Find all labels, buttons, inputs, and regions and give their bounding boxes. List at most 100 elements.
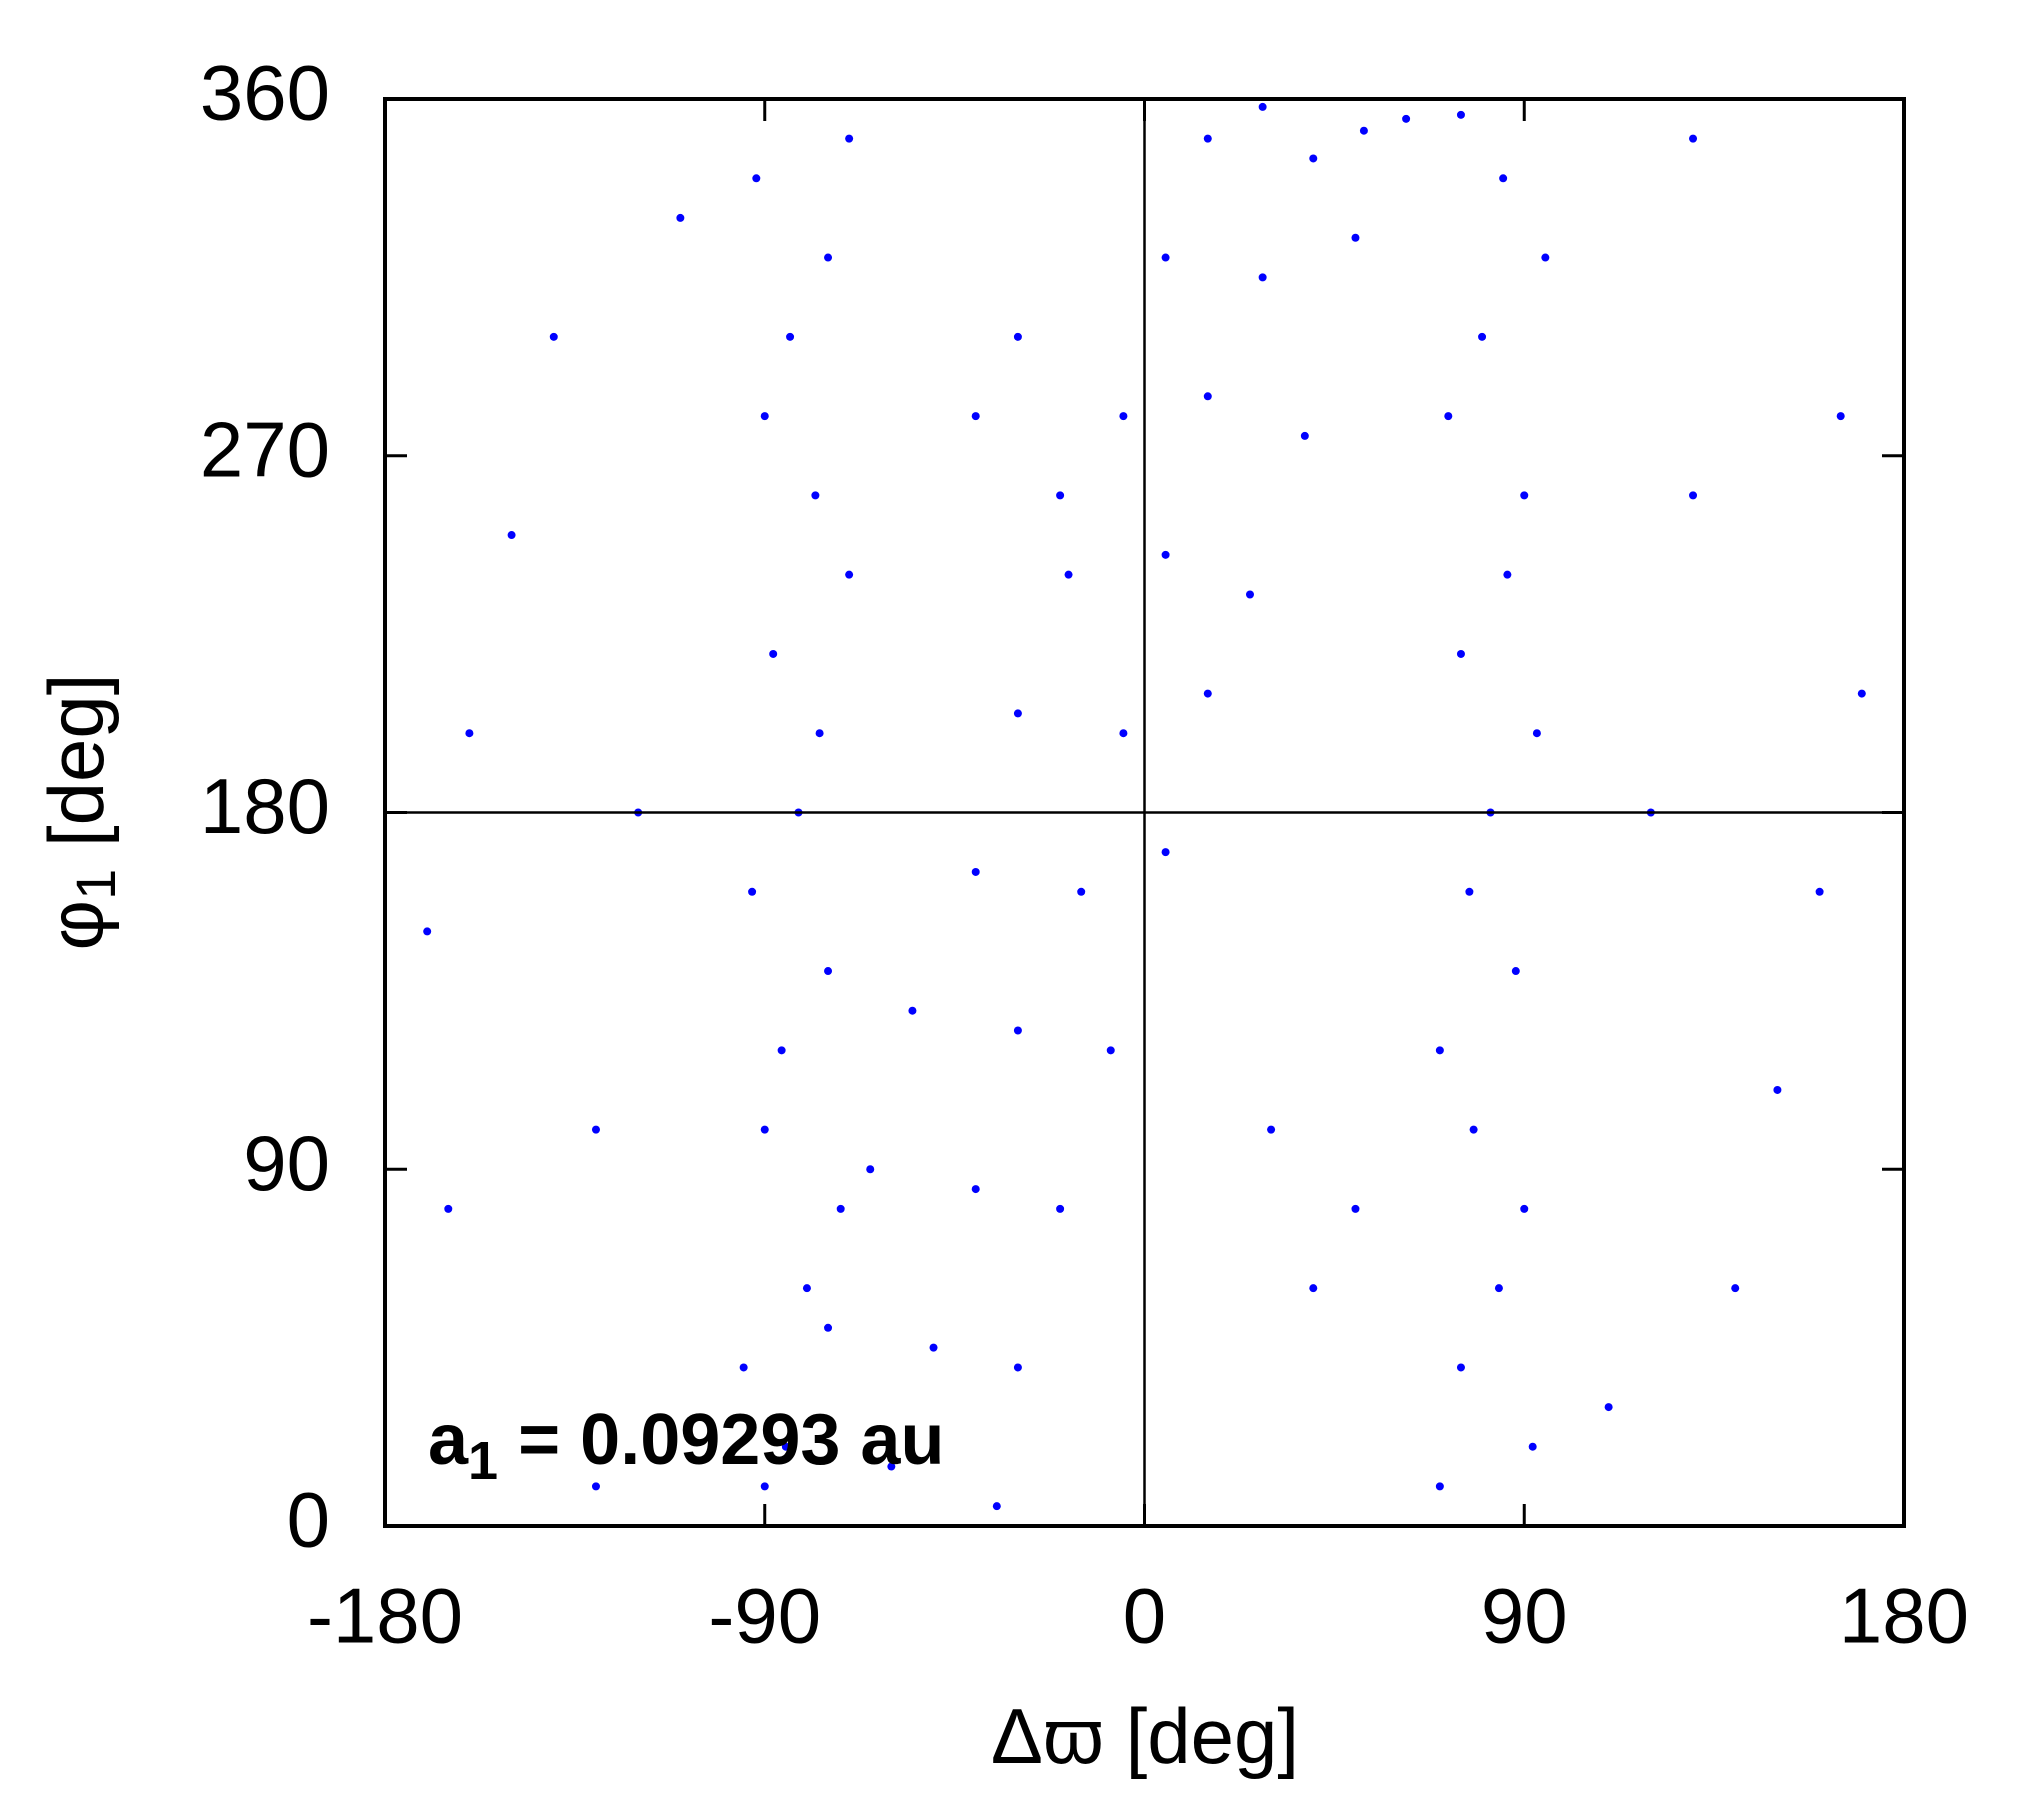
y-tick-label: 90 [243, 1119, 330, 1207]
point [769, 649, 778, 658]
point [1119, 412, 1128, 421]
point [423, 927, 432, 936]
y-tick-label: 0 [287, 1476, 330, 1564]
point [752, 174, 761, 183]
point [760, 1482, 769, 1491]
y-tick-label: 270 [200, 405, 330, 493]
point [1013, 1026, 1022, 1035]
point [971, 867, 980, 876]
point [1119, 729, 1128, 738]
point [824, 967, 833, 976]
point [1528, 1442, 1537, 1451]
x-label-unit: [deg] [1104, 1692, 1299, 1780]
point [845, 134, 854, 143]
point [1013, 1363, 1022, 1372]
point [1456, 649, 1465, 658]
point [1731, 1284, 1740, 1293]
annotation-symbol: a [428, 1400, 469, 1480]
y-label-unit: [deg] [32, 674, 120, 869]
point [1077, 887, 1086, 896]
point [811, 491, 820, 500]
point [845, 570, 854, 579]
y-tick-label: 360 [200, 49, 330, 137]
point [1258, 102, 1267, 111]
point [1456, 1363, 1465, 1372]
point [1456, 110, 1465, 119]
point [591, 1482, 600, 1491]
x-tick-label: 90 [1481, 1572, 1568, 1660]
point [777, 1046, 786, 1055]
point [1532, 729, 1541, 738]
point [1351, 233, 1360, 242]
point [1465, 887, 1474, 896]
point [1013, 332, 1022, 341]
point [1056, 491, 1065, 500]
point [1435, 1482, 1444, 1491]
x-tick-label: 180 [1839, 1572, 1969, 1660]
point [1203, 689, 1212, 698]
point [1106, 1046, 1115, 1055]
point [1469, 1125, 1478, 1134]
point [824, 253, 833, 262]
point [1541, 253, 1550, 262]
point [1013, 709, 1022, 718]
point [1815, 887, 1824, 896]
x-tick-label: 0 [1123, 1572, 1166, 1660]
point [1478, 332, 1487, 341]
point [760, 1125, 769, 1134]
point [1064, 570, 1073, 579]
point [1056, 1204, 1065, 1213]
point [1503, 570, 1512, 579]
point [1773, 1085, 1782, 1094]
point [1444, 412, 1453, 421]
point [591, 1125, 600, 1134]
annotation-sub: 1 [468, 1431, 498, 1491]
y-label-symbol: φ [32, 900, 120, 951]
point [992, 1502, 1001, 1511]
point [1161, 848, 1170, 857]
annotation-value: = 0.09293 au [498, 1400, 944, 1480]
point [1267, 1125, 1276, 1134]
point [760, 412, 769, 421]
point [1520, 491, 1529, 500]
point [1309, 154, 1318, 163]
point [866, 1165, 875, 1174]
point [507, 531, 516, 540]
x-tick-label: -90 [708, 1572, 821, 1660]
point [781, 1442, 790, 1451]
point [1689, 134, 1698, 143]
point [444, 1204, 453, 1213]
y-label-sub: 1 [64, 869, 127, 900]
point [971, 412, 980, 421]
point [1402, 114, 1411, 123]
point [1203, 134, 1212, 143]
point [1511, 967, 1520, 976]
x-axis-label: Δϖ [deg] [991, 1692, 1299, 1780]
point [676, 213, 685, 222]
point [887, 1462, 896, 1471]
point [1161, 253, 1170, 262]
point [1245, 590, 1254, 599]
point [836, 1204, 845, 1213]
x-tick-label: -180 [307, 1572, 463, 1660]
point [549, 332, 558, 341]
point [1351, 1204, 1360, 1213]
annotation: a1 = 0.09293 au [428, 1400, 944, 1491]
point [1203, 392, 1212, 401]
point [1258, 273, 1267, 282]
point [929, 1343, 938, 1352]
point [971, 1185, 980, 1194]
point [748, 887, 757, 896]
point [1689, 491, 1698, 500]
point [1520, 1204, 1529, 1213]
point [739, 1363, 748, 1372]
point [1857, 689, 1866, 698]
point [1499, 174, 1508, 183]
point [802, 1284, 811, 1293]
point [1435, 1046, 1444, 1055]
point [815, 729, 824, 738]
point [465, 729, 474, 738]
y-axis-label: φ1 [deg] [32, 674, 127, 951]
point [1604, 1403, 1613, 1412]
